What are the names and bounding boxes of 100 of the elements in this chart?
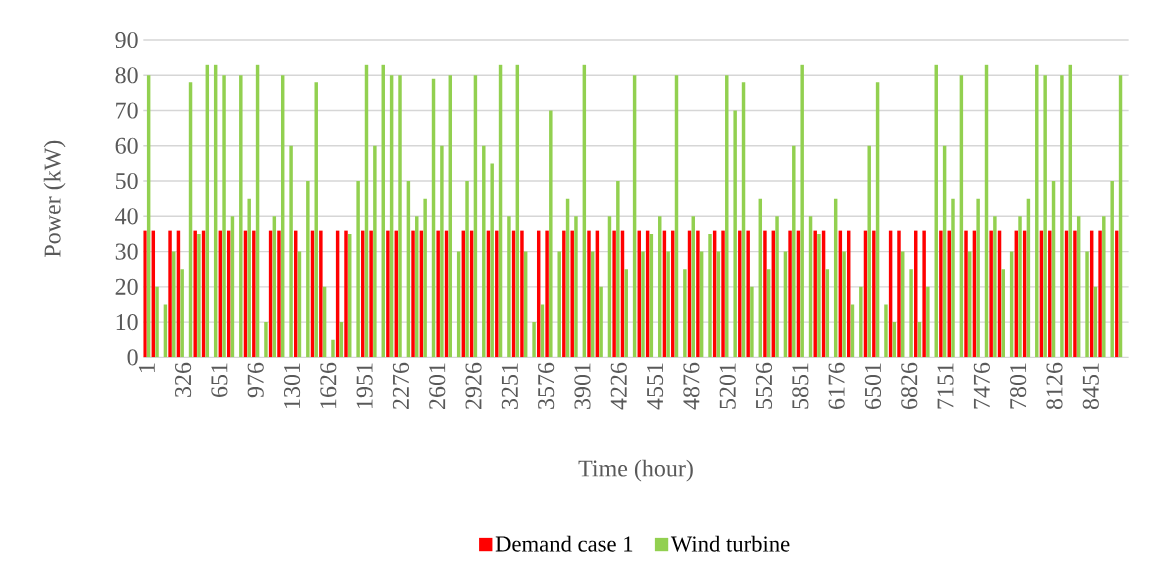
bar xyxy=(264,322,268,358)
bar xyxy=(180,269,184,358)
bar xyxy=(197,233,201,358)
bar xyxy=(356,181,360,358)
bar xyxy=(570,230,574,358)
bar xyxy=(247,198,251,358)
bar xyxy=(721,230,725,358)
bar xyxy=(373,145,377,358)
y-axis-title: Power (kW) xyxy=(43,140,66,257)
legend-label: Wind turbine xyxy=(670,535,790,552)
bar xyxy=(331,339,335,358)
x-tick-label: 5526 xyxy=(755,362,773,409)
bar xyxy=(587,230,591,358)
bar xyxy=(951,198,955,358)
bar xyxy=(490,163,494,358)
bar xyxy=(314,82,318,358)
bar xyxy=(532,322,536,358)
bar xyxy=(612,230,616,358)
bar xyxy=(155,286,159,358)
bar xyxy=(344,230,348,358)
x-tick-label: 1301 xyxy=(283,363,301,408)
y-tick-label: 40 xyxy=(115,208,138,225)
bar xyxy=(616,181,620,358)
bar xyxy=(557,251,561,358)
bar xyxy=(1060,75,1064,358)
x-tick-label: 6826 xyxy=(901,362,918,410)
bar xyxy=(746,230,750,358)
bar xyxy=(1073,230,1077,358)
bar xyxy=(423,198,427,358)
bar xyxy=(817,233,821,358)
bar xyxy=(993,216,997,358)
bar xyxy=(763,230,767,358)
bar xyxy=(239,75,243,358)
bar xyxy=(507,216,511,358)
bar xyxy=(495,230,499,358)
bar xyxy=(1085,251,1089,358)
x-tick-label: 976 xyxy=(247,362,264,398)
bar xyxy=(897,230,901,358)
bar xyxy=(1043,75,1047,358)
bar xyxy=(1018,216,1022,358)
bar xyxy=(545,230,549,358)
y-tick-label: 90 xyxy=(115,31,138,49)
bar xyxy=(683,269,687,358)
bar xyxy=(599,286,603,358)
bar xyxy=(482,145,486,358)
bar xyxy=(725,75,729,358)
bar xyxy=(842,251,846,358)
bar xyxy=(696,230,700,358)
y-tick-label: 0 xyxy=(127,349,138,366)
x-tick-label: 5201 xyxy=(719,363,736,409)
bar xyxy=(922,230,926,358)
x-tick-label: 3576 xyxy=(538,362,555,409)
y-tick-label: 20 xyxy=(115,278,138,295)
bar xyxy=(939,230,943,358)
bar xyxy=(738,230,742,358)
bar xyxy=(708,233,712,358)
y-tick-label: 10 xyxy=(116,313,138,331)
x-tick-label: 5851 xyxy=(792,363,809,409)
bar xyxy=(1102,216,1106,358)
bar xyxy=(624,269,628,358)
x-tick-label: 2276 xyxy=(392,362,409,409)
bar xyxy=(277,230,281,358)
bar xyxy=(989,230,993,358)
bar xyxy=(465,181,469,358)
bar xyxy=(775,216,779,358)
x-tick-label: 4551 xyxy=(647,363,664,410)
x-tick-label: 7151 xyxy=(937,363,954,409)
bar xyxy=(411,230,415,358)
bar xyxy=(792,145,796,358)
bar xyxy=(926,286,930,358)
bar xyxy=(386,230,390,358)
bar xyxy=(520,230,524,358)
bar xyxy=(398,75,402,358)
y-tick-label: 80 xyxy=(115,67,138,84)
bar xyxy=(193,230,197,358)
bar xyxy=(859,286,863,358)
bar xyxy=(172,251,176,358)
bar xyxy=(800,64,804,358)
x-tick-label: 6176 xyxy=(828,362,845,410)
x-tick-label: 6501 xyxy=(864,363,882,410)
x-tick-label: 4876 xyxy=(683,362,700,410)
bar xyxy=(252,230,256,358)
bar xyxy=(813,230,817,358)
x-tick-label: 7801 xyxy=(1010,363,1027,409)
x-tick-label: 1951 xyxy=(356,363,373,408)
bar xyxy=(1048,230,1052,358)
x-tick-label: 8126 xyxy=(1046,362,1063,410)
bar xyxy=(436,230,440,358)
x-axis-title: Time (hour) xyxy=(578,459,693,482)
legend-label: Demand case 1 xyxy=(495,535,633,552)
y-tick-label: 70 xyxy=(116,102,138,119)
bar xyxy=(867,145,871,358)
bar xyxy=(574,216,578,358)
y-tick-label: 60 xyxy=(115,137,138,154)
x-tick-label: 651 xyxy=(211,363,228,398)
bar xyxy=(788,230,792,358)
bar xyxy=(319,230,323,358)
bar xyxy=(289,145,293,358)
bar xyxy=(1035,64,1039,358)
x-tick-label: 4226 xyxy=(610,362,627,410)
